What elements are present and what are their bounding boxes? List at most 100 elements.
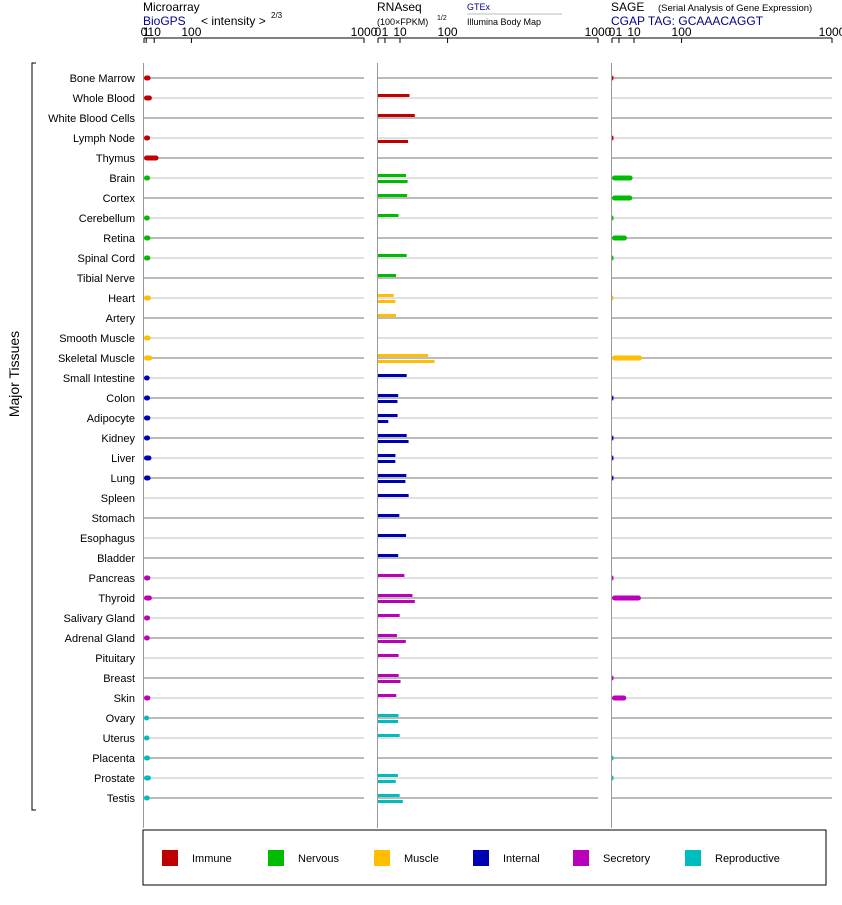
- tissue-label: Skin: [114, 693, 135, 705]
- rnaseq-bar-gtex: [378, 594, 413, 597]
- tissue-label: Lymph Node: [73, 133, 135, 145]
- y-axis-bracket: [31, 62, 36, 811]
- tissue-label: Artery: [106, 313, 136, 325]
- rnaseq-bar-bodymap: [378, 400, 398, 403]
- rnaseq-bar-gtex: [378, 534, 407, 537]
- sage-bar: [612, 175, 633, 181]
- rnaseq-bar-bodymap: [378, 300, 396, 303]
- rnaseq-bar-bodymap: [378, 640, 406, 643]
- rnaseq-bar-bodymap: [378, 780, 396, 783]
- sage-tag: CGAP TAG: GCAAACAGGT: [611, 14, 764, 28]
- rnaseq-bar-gtex: [378, 274, 397, 277]
- tissue-label: Thyroid: [98, 593, 135, 605]
- microarray-source: BioGPS: [143, 14, 186, 28]
- microarray-bar: [144, 175, 151, 181]
- tissue-label: Prostate: [94, 773, 135, 785]
- panels: 011010010000110100100001101001000: [141, 25, 842, 828]
- rnaseq-bar-gtex: [378, 214, 399, 217]
- sage-bar: [612, 575, 614, 581]
- microarray-tick-label: 1: [143, 25, 150, 39]
- microarray-bar: [144, 355, 153, 361]
- legend-swatch-internal: [473, 850, 489, 866]
- rnaseq-bar-bodymap: [378, 440, 409, 443]
- sage-tick-label: 0: [609, 25, 616, 39]
- legend: Immune Nervous Muscle Internal Secretory Repr…: [142, 829, 827, 886]
- microarray-bar: [144, 155, 159, 161]
- sage-tick-label: 10: [627, 25, 641, 39]
- legend-label-immune: Immune: [192, 853, 232, 865]
- microarray-bar: [144, 735, 150, 741]
- rnaseq-bar-bodymap: [378, 720, 399, 723]
- sage-bar: [612, 455, 614, 461]
- rnaseq-bar-bodymap: [378, 180, 408, 183]
- rnaseq-bar-gtex: [378, 254, 407, 257]
- rnaseq-unit: (100×FPKM): [377, 17, 428, 27]
- rnaseq-bar-gtex: [378, 314, 397, 317]
- tissue-label: Small Intestine: [63, 373, 135, 385]
- microarray-tick-label: 10: [148, 25, 162, 39]
- legend-label-muscle: Muscle: [404, 853, 439, 865]
- microarray-bar: [144, 235, 151, 241]
- tissue-label: Ovary: [106, 713, 136, 725]
- tissue-label: Adrenal Gland: [65, 633, 135, 645]
- tissue-label: Placenta: [92, 753, 136, 765]
- legend-label-internal: Internal: [503, 853, 540, 865]
- rnaseq-bar-gtex: [378, 734, 400, 737]
- sage-header: SAGE (Serial Analysis of Gene Expression…: [611, 0, 812, 28]
- tissue-label: Spleen: [101, 493, 135, 505]
- microarray-bar: [144, 95, 152, 101]
- tissue-label: Colon: [106, 393, 135, 405]
- rnaseq-bar-bodymap: [378, 460, 396, 463]
- sage-bar: [612, 695, 627, 701]
- microarray-bar: [144, 755, 151, 761]
- microarray-bar: [144, 375, 150, 381]
- rnaseq-bar-gtex: [378, 454, 396, 457]
- microarray-bar: [144, 75, 151, 81]
- tissue-labels: Bone Marrow Whole Blood White Blood Cells L…: [48, 73, 136, 805]
- tissue-label: Lung: [111, 473, 135, 485]
- rnaseq-bar-gtex: [378, 434, 407, 437]
- tissue-label: Whole Blood: [73, 93, 135, 105]
- tissue-label: Breast: [103, 673, 135, 685]
- sage-bar: [612, 355, 643, 361]
- rnaseq-tick-label: 0: [375, 25, 382, 39]
- tissue-label: Retina: [103, 233, 136, 245]
- sage-bar: [612, 675, 614, 681]
- tissue-label: Esophagus: [80, 533, 136, 545]
- rnaseq-bar-gtex: [378, 554, 399, 557]
- rnaseq-bar-gtex: [378, 674, 399, 677]
- microarray-bar: [144, 635, 150, 641]
- rnaseq-bar-gtex: [378, 414, 398, 417]
- microarray-title: Microarray: [143, 0, 200, 14]
- rnaseq-bar-gtex: [378, 174, 407, 177]
- rnaseq-bar-gtex: [378, 474, 407, 477]
- microarray-bar: [144, 215, 150, 221]
- legend-swatch-secretory: [573, 850, 589, 866]
- sage-bar: [612, 135, 614, 141]
- microarray-bar: [144, 715, 150, 721]
- sage-bar: [612, 475, 614, 481]
- microarray-bar: [144, 435, 151, 441]
- legend-swatch-nervous: [268, 850, 284, 866]
- sage-bar: [612, 755, 614, 761]
- tissue-label: Cerebellum: [79, 213, 135, 225]
- rnaseq-bar-gtex: [378, 634, 397, 637]
- rnaseq-bar-gtex: [378, 694, 397, 697]
- rnaseq-bar-gtex: [378, 614, 400, 617]
- microarray-bar: [144, 395, 151, 401]
- tissue-label: Liver: [111, 453, 135, 465]
- legend-label-reproductive: Reproductive: [715, 853, 780, 865]
- legend-label-nervous: Nervous: [298, 853, 339, 865]
- tissue-label: Smooth Muscle: [59, 333, 135, 345]
- microarray-bar: [144, 455, 152, 461]
- microarray-bar: [144, 255, 151, 261]
- rnaseq-bar-bodymap: [378, 680, 401, 683]
- rnaseq-bar-bodymap: [378, 800, 403, 803]
- tissue-label: Skeletal Muscle: [58, 353, 135, 365]
- tissue-label: Heart: [108, 293, 135, 305]
- rnaseq-bar-gtex: [378, 514, 400, 517]
- tissue-label: Salivary Gland: [63, 613, 135, 625]
- legend-swatch-muscle: [374, 850, 390, 866]
- sage-bar: [612, 775, 614, 781]
